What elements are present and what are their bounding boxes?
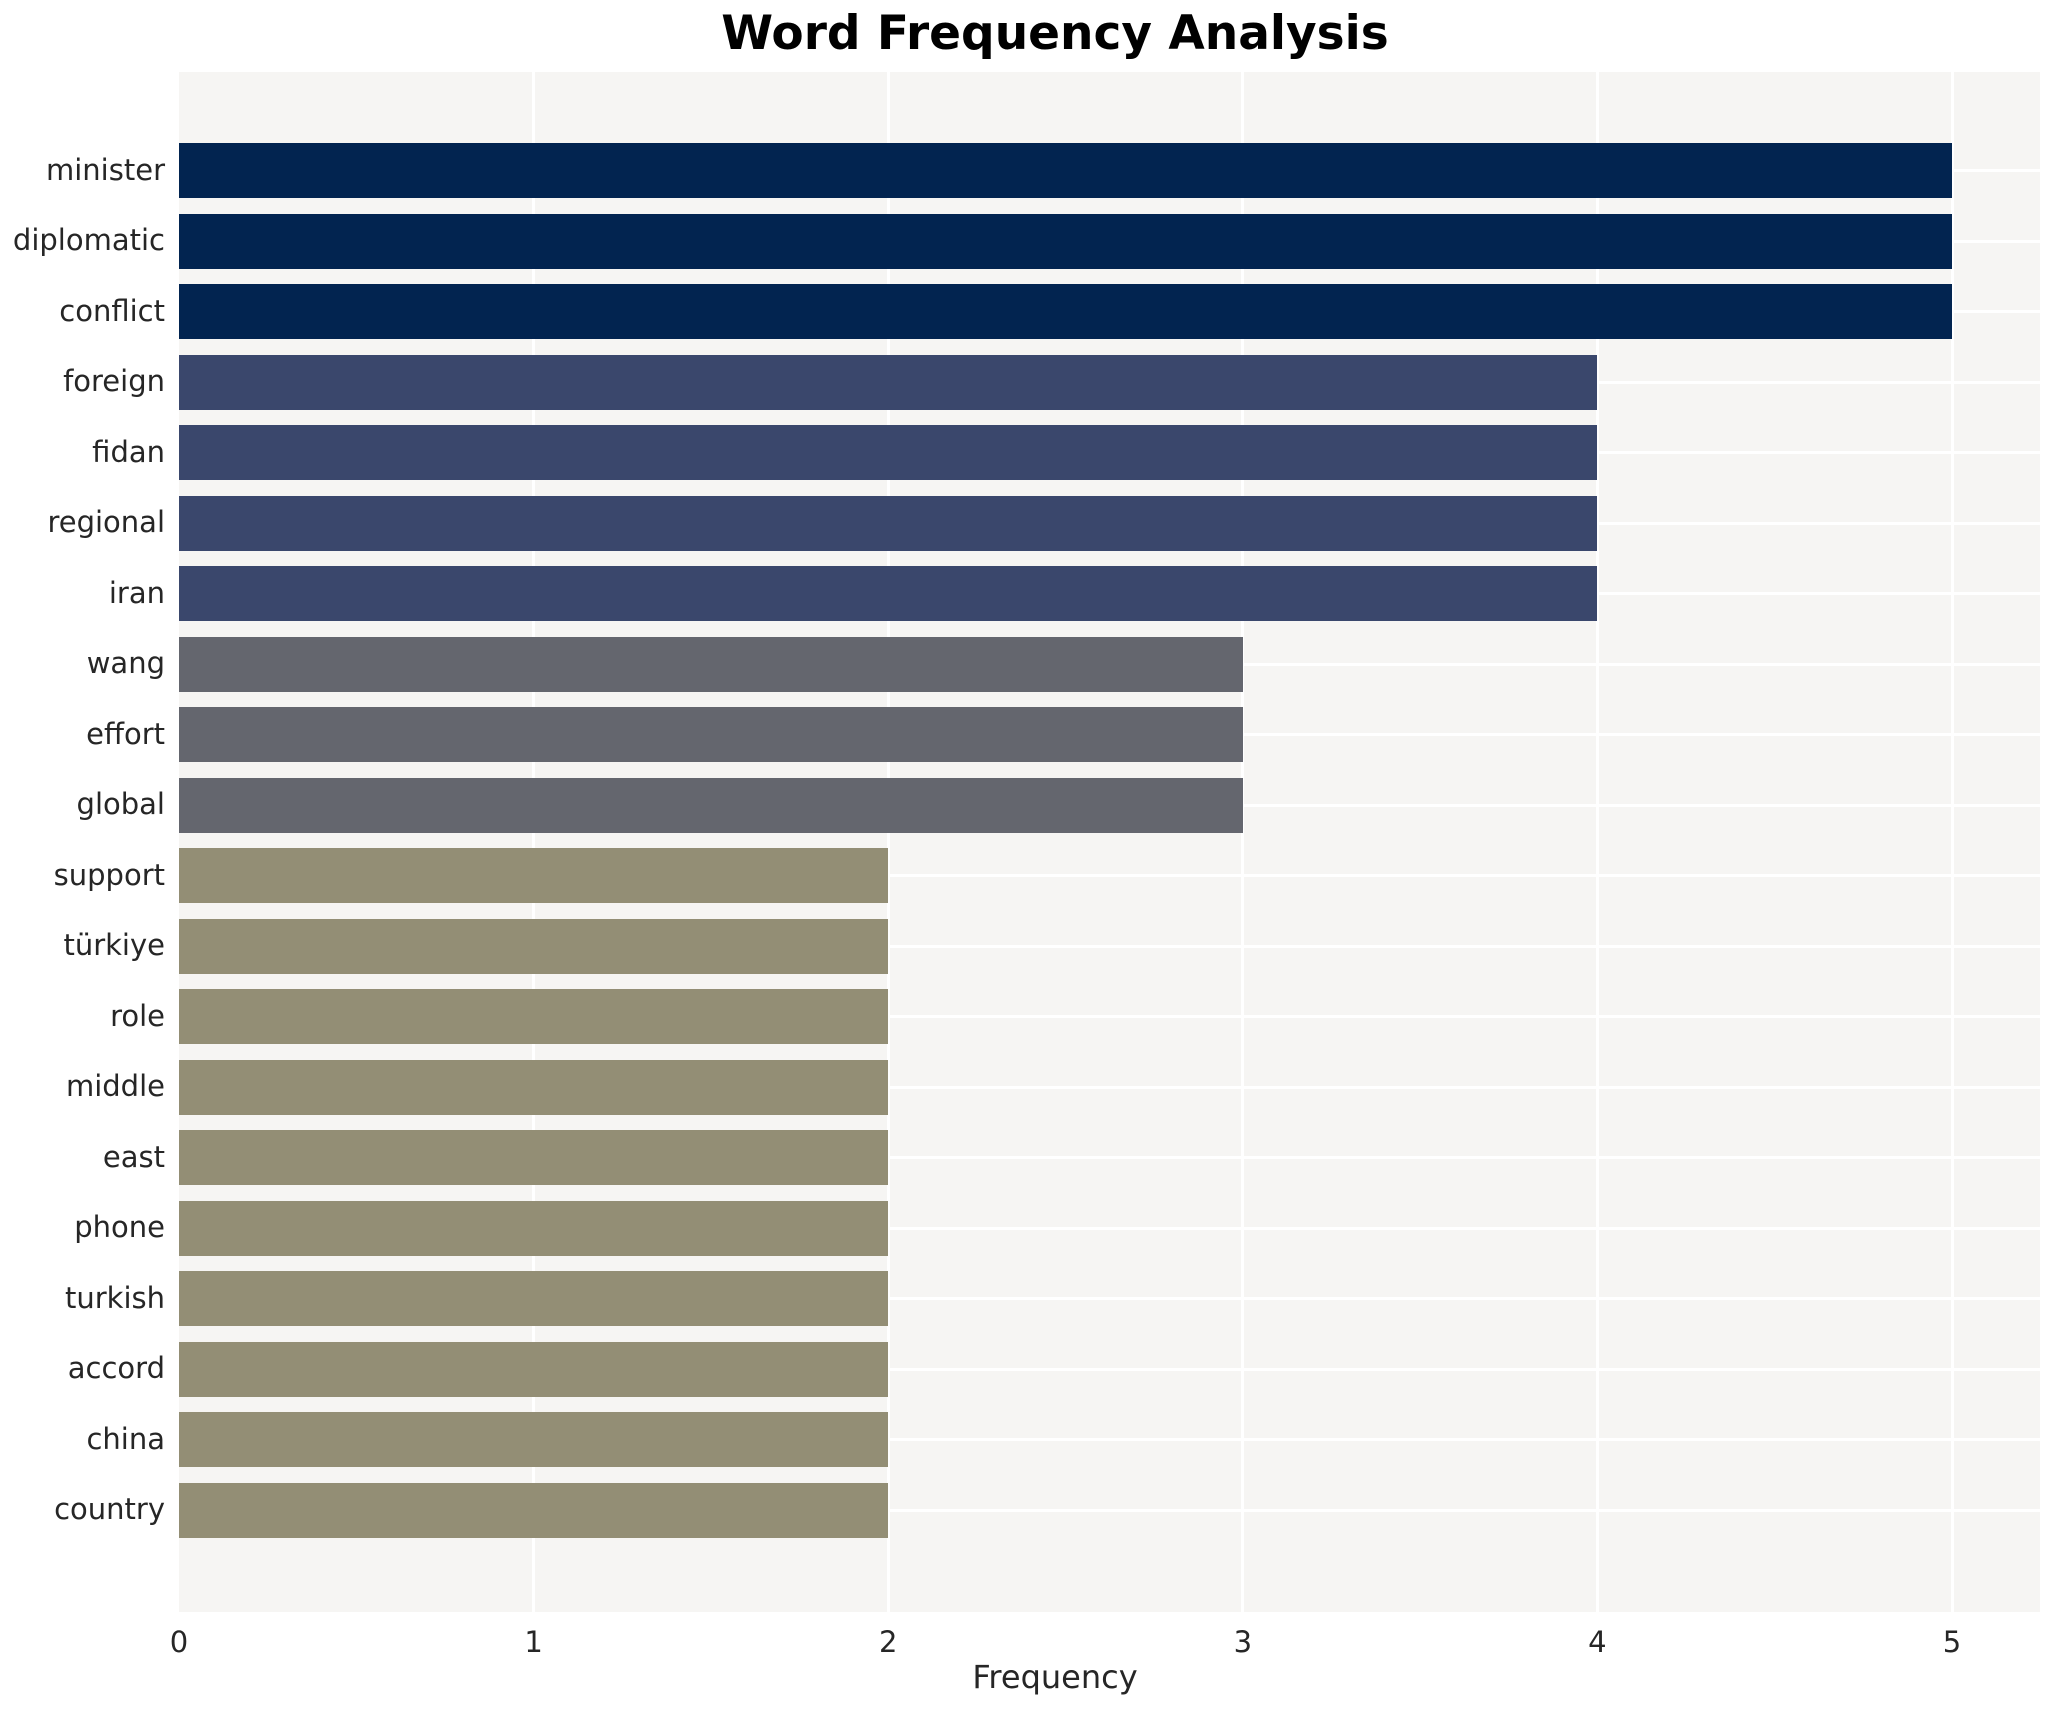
chart-title: Word Frequency Analysis [721,6,1389,61]
y-gridline [179,1508,2040,1512]
y-gridline [179,1438,2040,1441]
y-tick-label-east: east [102,1139,165,1174]
bar-china [179,1412,889,1467]
bar-effort [179,707,1243,762]
y-gridline [179,1015,2040,1018]
y-gridline [179,1226,2040,1230]
y-gridline [179,944,2040,948]
y-tick-label-country: country [54,1492,165,1526]
x-gridline [1241,72,1245,1612]
x-tick-label-3: 3 [1233,1625,1253,1659]
bar-country [179,1482,889,1538]
bar-türkiye [179,918,889,974]
x-tick-label-4: 4 [1588,1625,1607,1659]
y-tick-label-support: support [53,857,165,892]
bar-iran [179,566,1598,621]
bar-middle [179,1059,889,1115]
y-tick-label-foreign: foreign [63,364,165,398]
y-tick-label-fidan: fidan [92,434,165,469]
y-tick-label-türkiye: türkiye [63,928,165,962]
x-tick-label-0: 0 [169,1625,189,1659]
bar-diplomatic [179,213,1952,269]
bar-global [179,777,1243,833]
y-gridline [179,1367,2040,1371]
y-tick-label-regional: regional [47,505,165,539]
y-tick-label-china: china [86,1421,165,1456]
y-tick-label-diplomatic: diplomatic [12,223,165,257]
bar-accord [179,1341,889,1397]
x-axis-label: Frequency [972,1658,1138,1696]
y-gridline [179,1085,2040,1089]
x-gridline [886,72,890,1612]
y-tick-label-conflict: conflict [59,293,165,328]
x-gridline [1595,72,1599,1612]
y-tick-label-turkish: turkish [64,1280,165,1315]
y-tick-label-middle: middle [65,1069,165,1103]
bar-support [179,848,889,903]
x-gridline [1950,72,1954,1612]
x-tick-label-2: 2 [878,1625,898,1659]
bar-wang [179,636,1243,692]
bar-foreign [179,354,1598,410]
bar-phone [179,1200,889,1256]
x-tick-label-1: 1 [524,1625,543,1659]
bar-turkish [179,1271,889,1326]
y-tick-label-global: global [76,787,165,821]
y-tick-label-accord: accord [67,1351,165,1385]
y-tick-label-iran: iran [108,575,165,610]
y-gridline [179,1297,2040,1300]
y-tick-label-minister: minister [46,152,165,187]
bar-role [179,989,889,1044]
bar-fidan [179,425,1598,480]
y-gridline [179,1156,2040,1159]
bar-regional [179,495,1598,551]
plot-area [179,72,2040,1612]
x-gridline [532,72,536,1612]
y-tick-label-phone: phone [74,1210,165,1244]
bar-conflict [179,284,1952,339]
bar-east [179,1130,889,1185]
y-tick-label-effort: effort [86,716,165,751]
y-tick-label-wang: wang [86,646,165,680]
y-tick-label-role: role [110,998,165,1033]
x-tick-label-5: 5 [1942,1625,1962,1659]
y-gridline [179,874,2040,877]
bar-minister [179,143,1952,198]
